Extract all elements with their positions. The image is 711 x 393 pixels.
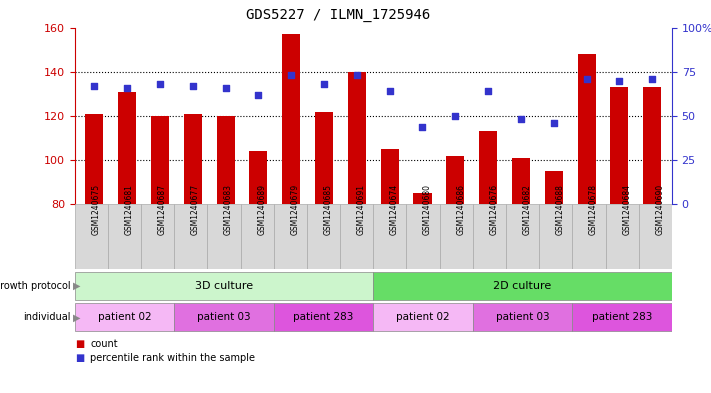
Text: GSM1240678: GSM1240678 [589,184,598,235]
Text: GSM1240679: GSM1240679 [290,184,299,235]
Text: GDS5227 / ILMN_1725946: GDS5227 / ILMN_1725946 [245,8,430,22]
Bar [274,204,307,269]
Point [252,92,264,98]
Text: GSM1240689: GSM1240689 [257,184,266,235]
Point [548,120,560,126]
Text: count: count [90,339,118,349]
Bar [108,204,141,269]
Bar [174,204,208,269]
Text: GSM1240691: GSM1240691 [357,184,365,235]
Point [154,81,166,87]
Bar [373,303,473,332]
Text: GSM1240682: GSM1240682 [523,184,532,235]
Point [417,123,428,130]
Point [515,116,527,123]
Text: GSM1240681: GSM1240681 [124,184,134,235]
Bar [373,272,672,300]
Bar [151,116,169,204]
Bar [75,303,174,332]
Bar [75,272,373,300]
Text: patient 02: patient 02 [97,312,151,322]
Text: GSM1240677: GSM1240677 [191,184,200,235]
Bar [545,171,563,204]
Bar [217,116,235,204]
Text: GSM1240675: GSM1240675 [91,184,100,235]
Text: GSM1240683: GSM1240683 [224,184,233,235]
Bar [572,204,606,269]
Text: ■: ■ [75,353,84,363]
Bar [118,92,137,204]
Text: GSM1240686: GSM1240686 [456,184,465,235]
Point [384,88,395,94]
Point [581,75,592,82]
Bar [282,34,300,204]
Text: 2D culture: 2D culture [493,281,552,291]
Bar [85,114,103,204]
Point [89,83,100,89]
Text: GSM1240676: GSM1240676 [489,184,498,235]
Text: patient 283: patient 283 [294,312,353,322]
Point [122,84,133,91]
Text: individual: individual [23,312,71,322]
Bar [414,193,432,204]
Point [646,75,658,82]
Bar [183,114,202,204]
Bar [174,303,274,332]
Point [449,113,461,119]
Point [220,84,231,91]
Point [483,88,494,94]
Bar [512,158,530,204]
Point [187,83,198,89]
Point [286,72,297,78]
Bar [479,131,497,204]
Bar [373,204,407,269]
Bar [447,156,464,204]
Text: patient 03: patient 03 [197,312,251,322]
Bar [610,87,629,204]
Bar [307,204,340,269]
Bar [439,204,473,269]
Bar [380,149,399,204]
Text: GSM1240690: GSM1240690 [656,184,664,235]
Point [319,81,330,87]
Bar [407,204,439,269]
Text: GSM1240685: GSM1240685 [324,184,333,235]
Bar [348,72,366,204]
Bar [340,204,373,269]
Text: growth protocol: growth protocol [0,281,71,291]
Bar [208,204,240,269]
Bar [643,87,661,204]
Text: ■: ■ [75,339,84,349]
Bar [572,303,672,332]
Bar [577,54,596,204]
Text: GSM1240684: GSM1240684 [622,184,631,235]
Text: patient 02: patient 02 [396,312,450,322]
Bar [506,204,539,269]
Text: GSM1240680: GSM1240680 [423,184,432,235]
Text: GSM1240674: GSM1240674 [390,184,399,235]
Bar [473,303,572,332]
Bar [274,303,373,332]
Bar [240,204,274,269]
Text: patient 03: patient 03 [496,312,550,322]
Bar [250,151,267,204]
Text: 3D culture: 3D culture [195,281,253,291]
Bar [75,204,108,269]
Bar [315,112,333,204]
Text: ▶: ▶ [73,281,81,291]
Text: percentile rank within the sample: percentile rank within the sample [90,353,255,363]
Point [614,77,625,84]
Text: GSM1240687: GSM1240687 [158,184,166,235]
Bar [141,204,174,269]
Point [351,72,363,78]
Bar [606,204,638,269]
Bar [473,204,506,269]
Bar [539,204,572,269]
Bar [638,204,672,269]
Text: ▶: ▶ [73,312,81,322]
Text: GSM1240688: GSM1240688 [556,184,565,235]
Text: patient 283: patient 283 [592,312,652,322]
